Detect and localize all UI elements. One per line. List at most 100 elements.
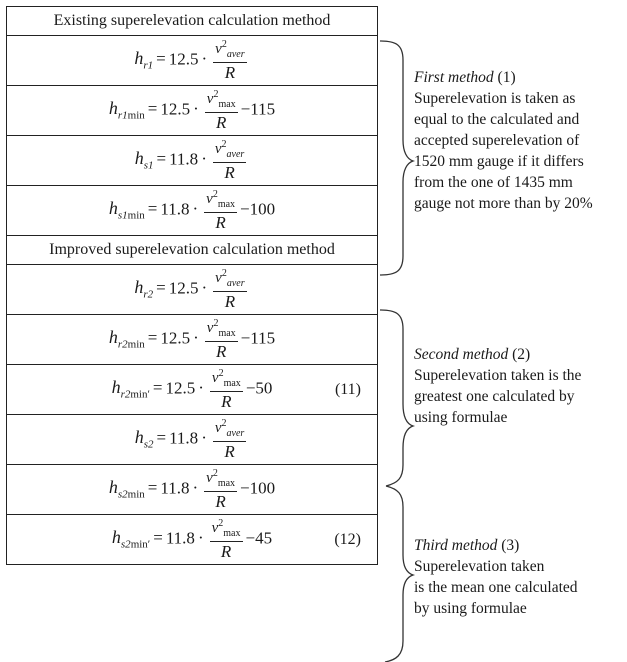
note-title-line: First method (1) [414, 67, 624, 88]
note-line: by using formulae [414, 600, 527, 617]
lhs-subscript: s2 [144, 439, 154, 451]
fraction-denominator: R [215, 213, 226, 232]
lhs-subscript-tail: min [127, 210, 145, 222]
brace-second-method [379, 309, 416, 487]
lhs-subscript-tail: min [127, 110, 145, 122]
formula-lhs: hs2 [134, 427, 154, 450]
fraction-numerator: v2max [204, 89, 238, 113]
formula-cell: hr1min = 12.5 · v2max R −115 [6, 85, 378, 136]
formula-lhs: hr2 [134, 277, 153, 300]
multiply-dot: · [193, 99, 199, 119]
formula-offset: −50 [245, 378, 273, 398]
formula: hr1 = 12.5 · v2aver R [134, 40, 249, 81]
formula-row: hr1 = 12.5 · v2aver R [6, 35, 378, 86]
fraction: v2max R [204, 319, 238, 360]
fraction-numerator: v2max [204, 319, 238, 342]
lhs-symbol: h [108, 477, 118, 498]
formula: hs1min = 11.8 · v2max R −100 [108, 190, 276, 232]
lhs-symbol: h [134, 148, 144, 169]
section-header-row: Existing superelevation calculation meth… [6, 6, 378, 36]
note-lines: Superelevation is taken as equal to the c… [414, 88, 624, 214]
lhs-symbol: h [108, 198, 118, 219]
formula-lhs: hs1 [134, 148, 154, 171]
fraction: v2aver R [213, 40, 247, 81]
formula-row: hr2min′ = 12.5 · v2max R −50 (11) [6, 364, 378, 415]
formula-offset: −100 [240, 199, 276, 219]
velocity-symbol: v [214, 420, 222, 436]
note-number: (1) [493, 69, 516, 86]
formula: hr2min = 12.5 · v2max R −115 [109, 319, 275, 361]
coefficient: 11.8 [160, 199, 190, 219]
multiply-dot: · [201, 49, 208, 69]
formula-cell: hs2min′ = 11.8 · v2max R −45 (12) [6, 514, 378, 565]
lhs-subscript-index: r1 [117, 110, 128, 122]
fraction: v2aver R [212, 419, 247, 461]
coefficient: 11.8 [165, 528, 195, 548]
formula-cell: hs1min = 11.8 · v2max R −100 [6, 185, 378, 236]
fraction-denominator: R [224, 442, 235, 461]
note-number: (3) [497, 537, 520, 554]
note-number: (2) [508, 346, 531, 363]
formula-cell: hs2 = 11.8 · v2aver R [6, 414, 378, 465]
note-title-line: Second method (2) [414, 344, 624, 365]
formula: hs2min = 11.8 · v2max R −100 [108, 468, 275, 511]
formula-row: hs2min = 11.8 · v2max R −100 [6, 464, 378, 515]
formula-row: hr2 = 12.5 · v2aver R [6, 264, 378, 315]
coefficient: 12.5 [160, 328, 191, 348]
lhs-subscript-index: s2 [120, 539, 131, 551]
equals-sign: = [153, 528, 163, 548]
multiply-dot: · [201, 278, 208, 298]
note-line: is the mean one calculated [414, 579, 578, 596]
note-title-line: Third method (3) [414, 535, 624, 556]
formula: hr2 = 12.5 · v2aver R [134, 269, 249, 310]
fraction-numerator: v2aver [213, 269, 247, 292]
coefficient: 11.8 [169, 428, 199, 448]
note-lines: Superelevation taken is the mean one calc… [414, 556, 624, 619]
velocity-subscript: aver [226, 278, 245, 289]
second-method-note: Second method (2) Superelevation taken i… [414, 344, 624, 428]
equals-sign: = [147, 328, 158, 348]
equals-sign: = [152, 378, 163, 398]
third-method-note: Third method (3) Superelevation taken is … [414, 535, 624, 619]
fraction-numerator: v2aver [213, 40, 247, 63]
multiply-dot: · [201, 149, 207, 169]
lhs-subscript-index: r1 [143, 60, 154, 72]
note-title: First method [414, 69, 494, 86]
lhs-symbol: h [134, 277, 144, 298]
fraction-numerator: v2max [209, 368, 243, 392]
velocity-symbol: v [206, 470, 213, 486]
lhs-subscript: r2min [118, 339, 145, 351]
lhs-subscript-tail: min [127, 339, 145, 351]
fraction-denominator: R [224, 292, 236, 311]
multiply-dot: · [192, 478, 199, 498]
formula: hs1 = 11.8 · v2aver R [135, 140, 250, 181]
section-header-row: Improved superelevation calculation meth… [6, 235, 378, 265]
lhs-symbol: h [134, 427, 144, 448]
fraction-numerator: v2max [204, 468, 238, 492]
lhs-subscript-index: r2 [117, 339, 128, 351]
velocity-exponent: 2 [218, 368, 224, 379]
lhs-subscript-tail: min′ [130, 539, 151, 551]
velocity-exponent: 2 [213, 89, 219, 100]
velocity-symbol: v [206, 320, 214, 336]
lhs-subscript: r1 [143, 60, 153, 72]
multiply-dot: · [198, 378, 204, 398]
velocity-subscript: max [217, 199, 236, 210]
formula-cell: hr1 = 12.5 · v2aver R [6, 35, 378, 86]
lhs-subscript-tail: min′ [130, 389, 150, 401]
velocity-symbol: v [215, 41, 222, 57]
velocity-exponent: 2 [212, 468, 218, 479]
velocity-symbol: v [214, 141, 222, 157]
fraction: v2aver R [213, 269, 247, 311]
note-title: Third method [414, 537, 498, 554]
note-line: 1520 mm gauge if it differs [414, 153, 584, 170]
formula-row: hs2min′ = 11.8 · v2max R −45 (12) [6, 514, 378, 565]
formula-cell: hr2 = 12.5 · v2aver R [6, 264, 378, 315]
velocity-symbol: v [211, 520, 219, 536]
equation-number: (11) [334, 380, 361, 398]
note-line: Superelevation taken [414, 558, 545, 575]
formula-lhs: hr2min′ [112, 377, 150, 400]
formula-cell: hs1 = 11.8 · v2aver R [6, 135, 378, 186]
equals-sign: = [156, 49, 166, 69]
velocity-exponent: 2 [221, 139, 227, 150]
